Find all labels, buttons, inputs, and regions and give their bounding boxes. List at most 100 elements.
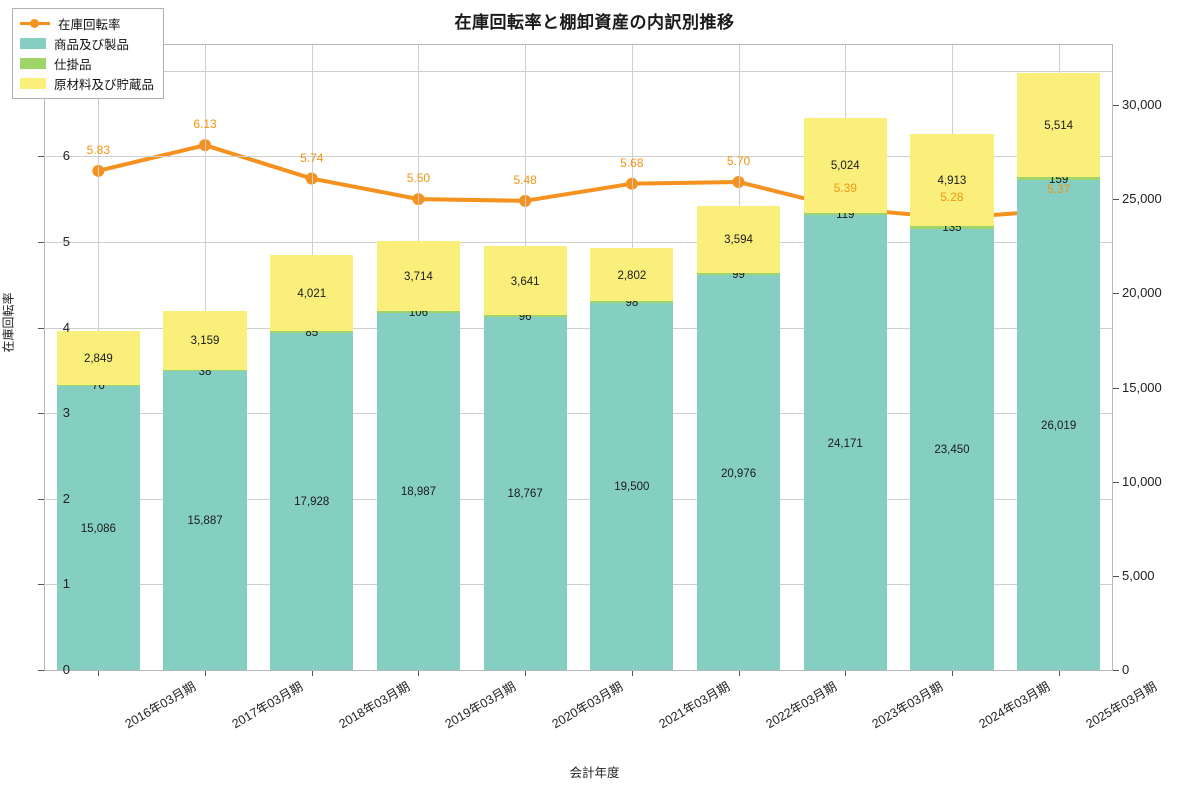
bar-segment-merchandise[interactable] (483, 316, 567, 670)
gridline-horizontal (45, 413, 1112, 415)
legend-item-label: 原材料及び貯蔵品 (54, 78, 155, 92)
bar-group[interactable]: 23,450 135 4,913 (910, 45, 994, 670)
bar-segment-raw-materials[interactable] (270, 255, 354, 331)
x-axis-tickmark (98, 671, 100, 676)
gridline-horizontal (45, 70, 1112, 72)
bar-group[interactable]: 19,500 98 2,802 (590, 45, 674, 670)
y-axis-left-tick-label: 4 (62, 319, 70, 335)
bar-segment-wip[interactable] (803, 212, 887, 215)
bar-group[interactable]: 20,976 99 3,594 (696, 45, 781, 670)
gridline-horizontal (45, 584, 1112, 586)
bar-segment-raw-materials[interactable] (376, 240, 461, 311)
x-axis-tickmark (738, 671, 740, 676)
x-axis-tick-label: 2021年03月期 (656, 679, 733, 732)
y-axis-right-tickmark (1113, 199, 1119, 201)
bar-segment-merchandise[interactable] (910, 228, 994, 670)
line-value-label: 5.39 (833, 180, 857, 195)
y-axis-left-tickmark (38, 413, 44, 415)
y-axis-right-tick-label: 0 (1122, 662, 1130, 677)
y-axis-left-tick-label: 5 (62, 233, 70, 249)
x-axis-tick-label: 2017年03月期 (229, 679, 306, 732)
legend-line-marker-icon (20, 18, 50, 29)
bar-segment-wip[interactable] (590, 301, 674, 303)
y-axis-right-tick-label: 20,000 (1122, 285, 1162, 301)
gridline-horizontal (45, 498, 1112, 500)
bar-group[interactable]: 26,019 159 5,514 (1017, 45, 1101, 670)
line-value-label: 5.50 (406, 171, 431, 186)
bar-group[interactable]: 18,987 106 3,714 (376, 45, 461, 670)
legend-item[interactable]: 仕掛品 (20, 55, 154, 72)
y-axis-left-tickmark (38, 156, 44, 158)
line-value-label: 5.68 (620, 155, 644, 170)
bar-segment-raw-materials[interactable] (1017, 73, 1101, 178)
legend-color-swatch-icon (20, 78, 46, 89)
y-axis-left-tick-label: 3 (62, 405, 70, 421)
bar-segment-wip[interactable] (270, 330, 354, 333)
legend-item[interactable]: 商品及び製品 (20, 35, 154, 52)
bar-segment-raw-materials[interactable] (56, 330, 140, 385)
bar-segment-raw-materials[interactable] (803, 118, 887, 213)
x-axis-tick-label: 2018年03月期 (336, 679, 412, 732)
line-value-label: 5.48 (513, 172, 537, 187)
line-value-label: 5.37 (1046, 182, 1071, 197)
bar-segment-wip[interactable] (163, 370, 247, 371)
x-axis-tickmark (311, 671, 313, 676)
y-axis-right-tickmark (1113, 387, 1119, 389)
gridline-horizontal (45, 156, 1112, 158)
bar-segment-wip[interactable] (483, 314, 567, 317)
line-value-label: 5.74 (300, 150, 324, 165)
bar-segment-merchandise[interactable] (590, 302, 674, 670)
x-axis-tickmark (845, 671, 847, 676)
bar-segment-wip[interactable] (696, 273, 781, 276)
bar-segment-merchandise[interactable] (1017, 180, 1101, 670)
bar-segment-wip[interactable] (910, 226, 994, 229)
y-axis-right-tickmark (1113, 481, 1119, 483)
x-axis-tickmark (418, 671, 420, 676)
bar-segment-wip[interactable] (376, 310, 461, 313)
legend-color-swatch-icon (20, 58, 46, 69)
bar-segment-wip[interactable] (1017, 177, 1101, 181)
bar-segment-raw-materials[interactable] (910, 133, 994, 227)
bar-segment-raw-materials[interactable] (590, 248, 674, 302)
legend-item[interactable]: 在庫回転率 (20, 15, 154, 32)
bar-segment-raw-materials[interactable] (483, 246, 567, 315)
bar-segment-merchandise[interactable] (163, 370, 247, 670)
x-axis-tickmark (951, 671, 953, 676)
y-axis-left-title: 在庫回転率 (1, 292, 16, 353)
legend-item-label: 商品及び製品 (54, 38, 130, 52)
plot-area: 15,086 76 2,849 15,887 38 3,159 17,928 85 4,021 1… (44, 44, 1113, 671)
bar-segment-merchandise[interactable] (376, 312, 461, 670)
x-axis-tickmark (525, 671, 527, 676)
bar-segment-wip[interactable] (56, 384, 140, 387)
gridline-horizontal (45, 327, 1112, 329)
bar-group[interactable]: 15,086 76 2,849 (56, 45, 140, 670)
bar-segment-raw-materials[interactable] (163, 310, 247, 371)
line-value-label: 6.13 (193, 117, 217, 132)
y-axis-right-tick-label: 25,000 (1122, 191, 1162, 207)
bar-group[interactable]: 24,171 119 5,024 (803, 45, 887, 670)
bar-segment-merchandise[interactable] (56, 386, 140, 670)
x-axis-title: 会計年度 (569, 766, 620, 780)
y-axis-left-tick-label: 0 (62, 662, 70, 677)
bar-group[interactable]: 17,928 85 4,021 (270, 45, 354, 670)
x-axis-tickmark (1058, 671, 1060, 676)
y-axis-left-tickmark (38, 327, 44, 329)
y-axis-right-tickmark (1113, 670, 1119, 671)
bar-group[interactable]: 18,767 96 3,641 (483, 45, 567, 670)
bar-segment-raw-materials[interactable] (696, 205, 781, 274)
legend-item[interactable]: 原材料及び貯蔵品 (20, 75, 154, 92)
y-axis-right-tick-label: 5,000 (1122, 567, 1155, 583)
x-axis-tick-label: 2023年03月期 (869, 679, 946, 732)
bar-segment-merchandise[interactable] (696, 275, 781, 670)
y-axis-right-tick-label: 30,000 (1122, 97, 1162, 113)
bar-segment-merchandise[interactable] (803, 214, 887, 670)
y-axis-right-tick-label: 15,000 (1122, 379, 1162, 395)
x-axis-tick-label: 2016年03月期 (122, 679, 199, 732)
bar-segment-merchandise[interactable] (270, 332, 354, 670)
x-axis-tick-label: 2022年03月期 (763, 679, 839, 732)
line-series-inventory-turnover (96, 143, 1061, 220)
gridline-horizontal (45, 241, 1112, 243)
bar-group[interactable]: 15,887 38 3,159 (163, 45, 247, 670)
y-axis-left-tickmark (38, 670, 44, 671)
